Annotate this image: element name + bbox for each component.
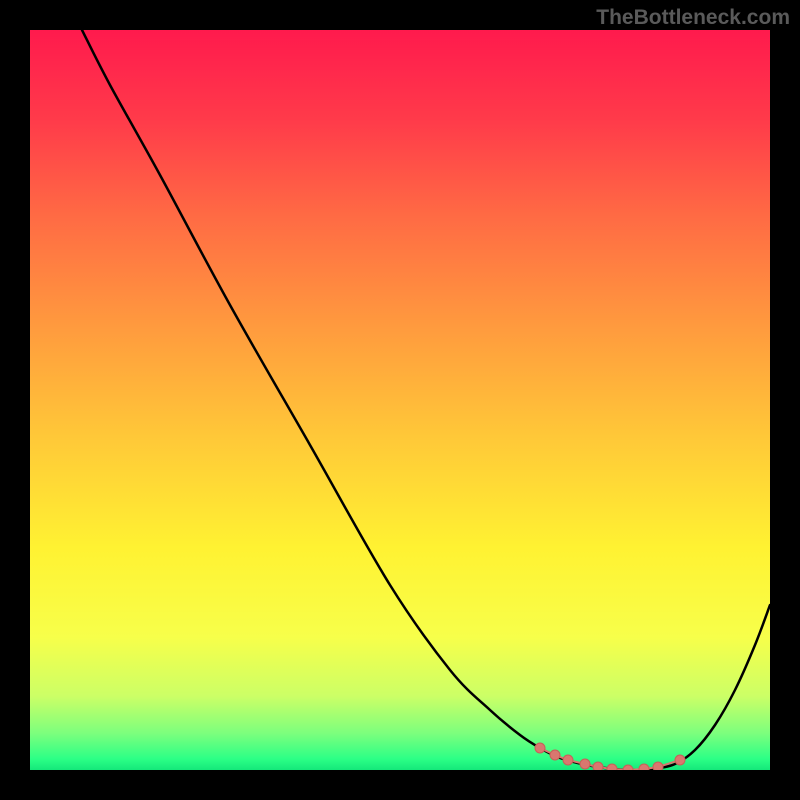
marker-group bbox=[535, 743, 685, 770]
marker-dot bbox=[580, 759, 590, 769]
marker-dot bbox=[563, 755, 573, 765]
marker-dot bbox=[639, 764, 649, 770]
plot-area bbox=[30, 30, 770, 770]
marker-dot bbox=[607, 764, 617, 770]
marker-dot bbox=[653, 762, 663, 770]
bottleneck-curve bbox=[82, 30, 770, 770]
marker-dot bbox=[623, 765, 633, 770]
marker-dot bbox=[593, 762, 603, 770]
marker-dot bbox=[535, 743, 545, 753]
marker-dot bbox=[550, 750, 560, 760]
marker-dot bbox=[675, 755, 685, 765]
chart-svg bbox=[30, 30, 770, 770]
watermark-text: TheBottleneck.com bbox=[596, 6, 790, 30]
